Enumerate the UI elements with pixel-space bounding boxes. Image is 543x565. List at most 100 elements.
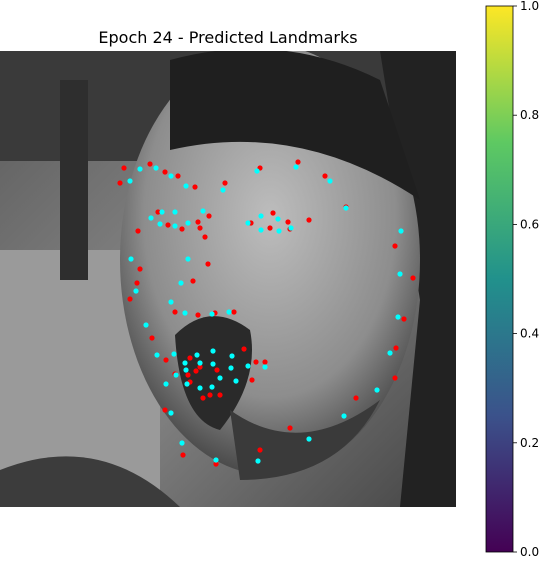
landmark-point	[257, 447, 263, 453]
landmark-point	[262, 364, 268, 370]
landmark-point	[183, 367, 189, 373]
landmark-point	[162, 169, 168, 175]
landmark-point	[209, 311, 215, 317]
chart-title: Epoch 24 - Predicted Landmarks	[98, 28, 357, 47]
landmark-point	[397, 271, 403, 277]
landmark-point	[180, 452, 186, 458]
landmark-point	[200, 208, 206, 214]
landmark-point	[306, 217, 312, 223]
landmark-point	[322, 173, 328, 179]
landmark-point	[178, 280, 184, 286]
landmark-point	[147, 161, 153, 167]
landmark-point	[258, 227, 264, 233]
landmark-point	[262, 359, 268, 365]
landmark-point	[168, 299, 174, 305]
landmark-point	[210, 348, 216, 354]
landmark-point	[210, 361, 216, 367]
landmark-point	[233, 378, 239, 384]
landmark-point	[267, 225, 273, 231]
colorbar	[486, 6, 513, 552]
landmark-point	[207, 392, 213, 398]
landmark-point	[128, 256, 134, 262]
landmark-point	[159, 209, 165, 215]
landmark-point	[175, 173, 181, 179]
landmark-point	[393, 345, 399, 351]
landmark-point	[121, 165, 127, 171]
landmark-point	[327, 178, 333, 184]
landmarks	[117, 159, 416, 467]
landmark-point	[143, 322, 149, 328]
landmark-point	[172, 309, 178, 315]
landmark-point	[197, 364, 203, 370]
landmark-point	[205, 261, 211, 267]
colorbar-tick-label: 0.0	[520, 545, 539, 559]
landmark-point	[154, 352, 160, 358]
landmark-point	[275, 216, 281, 222]
landmark-point	[185, 220, 191, 226]
landmark-point	[410, 275, 416, 281]
landmark-point	[187, 355, 193, 361]
landmark-point	[195, 219, 201, 225]
landmark-point	[245, 220, 251, 226]
landmark-point	[149, 335, 155, 341]
landmark-point	[213, 461, 219, 467]
colorbar-tick-label: 1.0	[520, 0, 539, 13]
landmark-point	[387, 350, 393, 356]
landmark-point	[192, 184, 198, 190]
landmark-point	[171, 351, 177, 357]
landmark-point	[398, 228, 404, 234]
landmark-point	[341, 413, 347, 419]
landmark-point	[195, 312, 201, 318]
landmark-point	[288, 225, 294, 231]
landmark-point	[287, 425, 293, 431]
landmark-point	[172, 223, 178, 229]
landmark-point	[194, 352, 200, 358]
landmark-point	[228, 365, 234, 371]
landmark-point	[253, 359, 259, 365]
landmark-point	[197, 225, 203, 231]
landmark-point	[241, 346, 247, 352]
landmark-point	[214, 367, 220, 373]
landmark-point	[179, 226, 185, 232]
colorbar-tick-label: 0.2	[520, 436, 539, 450]
landmark-point	[395, 314, 401, 320]
landmark-point	[184, 381, 190, 387]
landmark-point	[293, 164, 299, 170]
landmark-point	[206, 213, 212, 219]
landmark-point	[193, 368, 199, 374]
colorbar-tick-label: 0.8	[520, 108, 539, 122]
landmark-point	[254, 168, 260, 174]
landmark-point	[127, 296, 133, 302]
landmark-point	[165, 222, 171, 228]
landmark-point	[392, 243, 398, 249]
landmark-point	[183, 183, 189, 189]
colorbar-tick-label: 0.4	[520, 327, 539, 341]
landmark-point	[168, 410, 174, 416]
landmark-point	[133, 288, 139, 294]
landmark-point	[163, 381, 169, 387]
colorbar-tick-label: 0.6	[520, 217, 539, 231]
landmark-point	[209, 384, 215, 390]
landmark-point	[197, 385, 203, 391]
landmark-point	[155, 209, 161, 215]
photo	[0, 51, 456, 507]
landmark-point	[222, 180, 228, 186]
landmark-point	[374, 387, 380, 393]
landmark-point	[258, 213, 264, 219]
landmark-point	[217, 392, 223, 398]
colorbar-frame	[485, 5, 514, 553]
landmark-point	[306, 436, 312, 442]
landmark-point	[217, 375, 223, 381]
landmark-point	[179, 440, 185, 446]
landmark-point	[185, 372, 191, 378]
landmark-point	[197, 360, 203, 366]
landmark-point	[226, 309, 232, 315]
landmark-point	[270, 210, 276, 216]
landmark-point	[157, 221, 163, 227]
landmark-point	[343, 205, 349, 211]
landmark-point	[127, 178, 133, 184]
landmark-point	[117, 180, 123, 186]
landmark-point	[137, 166, 143, 172]
landmark-point	[401, 316, 407, 322]
